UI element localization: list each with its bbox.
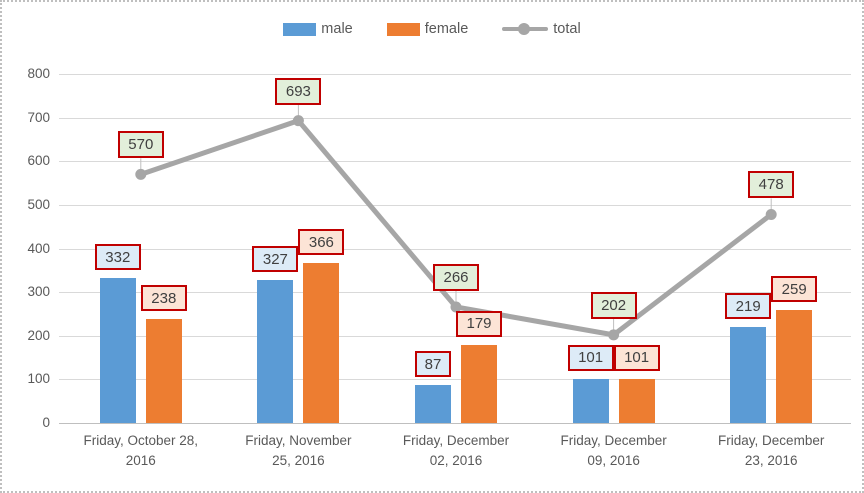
total-data-label[interactable]: 202	[590, 291, 637, 319]
y-axis-tick-label[interactable]: 700	[27, 109, 50, 125]
gridline	[59, 204, 851, 206]
male-bar[interactable]	[415, 385, 451, 423]
legend-total-line-icon	[502, 22, 549, 36]
male-data-label[interactable]: 327	[252, 246, 299, 273]
female-bar[interactable]	[618, 378, 655, 423]
gridline	[59, 74, 851, 75]
legend-label: female	[424, 21, 469, 37]
gridline	[59, 335, 851, 337]
gridline	[59, 292, 851, 294]
y-axis-tick-label[interactable]: 500	[27, 196, 50, 212]
female-data-label[interactable]: 366	[298, 229, 345, 256]
y-axis-tick-label[interactable]: 200	[27, 327, 50, 343]
female-bar[interactable]	[145, 319, 182, 423]
y-axis-tick-label[interactable]: 300	[27, 284, 50, 300]
legend-label: male	[321, 21, 353, 37]
female-data-label[interactable]: 179	[456, 310, 502, 337]
legend-swatch-icon	[283, 22, 317, 36]
male-bar[interactable]	[99, 278, 136, 423]
female-bar[interactable]	[303, 263, 340, 423]
male-data-label[interactable]: 219	[725, 293, 772, 320]
total-data-label[interactable]: 693	[275, 77, 322, 105]
legend: male female total	[2, 18, 862, 40]
male-bar[interactable]	[572, 378, 609, 423]
male-data-label[interactable]: 332	[94, 244, 141, 271]
gridline	[59, 379, 851, 381]
total-marker[interactable]	[292, 115, 304, 127]
total-marker[interactable]	[450, 301, 462, 313]
gridline	[59, 248, 851, 250]
female-bar[interactable]	[461, 344, 497, 423]
female-data-label[interactable]: 238	[140, 285, 187, 312]
y-axis-tick-label[interactable]: 600	[27, 153, 50, 169]
y-axis-tick-label[interactable]: 100	[27, 371, 50, 387]
total-data-label[interactable]: 570	[117, 131, 164, 159]
x-axis-category-label[interactable]: Friday, December 02, 2016	[402, 433, 510, 469]
total-marker[interactable]	[765, 208, 777, 220]
x-axis-category-label[interactable]: Friday, December 09, 2016	[560, 433, 667, 469]
legend-item-male[interactable]: male	[283, 21, 353, 37]
legend-marker-icon	[518, 23, 531, 35]
x-axis-line	[59, 423, 851, 424]
total-marker[interactable]	[608, 329, 620, 341]
total-marker[interactable]	[135, 168, 147, 180]
x-axis-category-label[interactable]: Friday, December 23, 2016	[718, 433, 825, 469]
female-data-label[interactable]: 101	[613, 344, 660, 371]
y-axis-tick-label[interactable]: 400	[27, 240, 50, 256]
legend-item-female[interactable]: female	[386, 21, 469, 37]
legend-item-total[interactable]: total	[502, 21, 581, 37]
female-bar[interactable]	[776, 310, 813, 423]
gridline	[59, 117, 851, 119]
total-data-label[interactable]: 266	[433, 263, 479, 291]
legend-swatch-icon	[386, 22, 420, 36]
male-bar[interactable]	[257, 280, 294, 423]
female-data-label[interactable]: 259	[771, 276, 818, 302]
x-axis-category-label[interactable]: Friday, November 25, 2016	[245, 433, 352, 469]
x-axis-category-label[interactable]: Friday, October 28, 2016	[83, 433, 199, 469]
y-axis-tick-label[interactable]: 800	[27, 66, 50, 81]
total-data-label[interactable]: 478	[748, 171, 795, 199]
male-bar[interactable]	[730, 327, 767, 423]
gridline	[59, 161, 851, 163]
y-axis-tick-label[interactable]: 0	[42, 415, 50, 430]
legend-label: total	[553, 21, 581, 37]
male-data-label[interactable]: 87	[415, 351, 451, 378]
male-data-label[interactable]: 101	[567, 344, 614, 371]
